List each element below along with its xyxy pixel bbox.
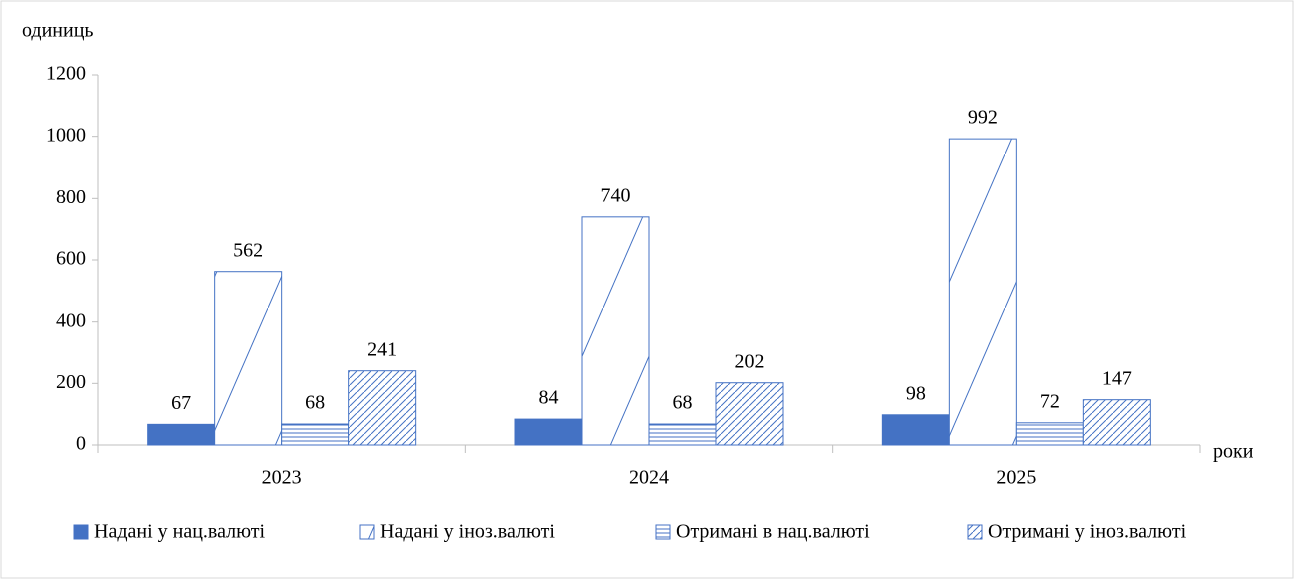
- data-label: 740: [601, 184, 631, 206]
- legend-label: Надані у нац.валюті: [94, 521, 266, 543]
- data-label: 992: [968, 107, 998, 129]
- data-label: 562: [233, 239, 263, 261]
- bar: [147, 423, 216, 446]
- y-tick-label: 800: [56, 186, 86, 208]
- legend-swatch: [655, 524, 671, 540]
- y-tick-label: 600: [56, 248, 86, 270]
- legend-label: Отримані в нац.валюті: [676, 521, 870, 543]
- y-tick-label: 1200: [46, 63, 86, 85]
- bar: [348, 370, 417, 446]
- x-axis-label: роки: [1213, 441, 1254, 463]
- x-tick-label: 2023: [262, 467, 302, 489]
- legend-swatch: [359, 524, 375, 540]
- y-tick-label: 200: [56, 371, 86, 393]
- bar: [281, 423, 350, 446]
- data-label: 98: [906, 382, 926, 404]
- bar: [514, 418, 583, 446]
- legend-swatch: [73, 524, 89, 540]
- bar: [1015, 422, 1084, 446]
- x-tick-label: 2024: [629, 467, 669, 489]
- bar: [581, 216, 650, 446]
- y-tick-label: 0: [76, 433, 86, 455]
- bar: [214, 271, 283, 446]
- legend-label: Надані у іноз.валюті: [380, 521, 555, 543]
- bar: [948, 138, 1017, 446]
- data-label: 68: [673, 392, 693, 414]
- data-label: 72: [1040, 390, 1060, 412]
- bar: [648, 423, 717, 446]
- legend-swatch: [967, 524, 983, 540]
- data-label: 241: [367, 338, 397, 360]
- y-tick-label: 1000: [46, 124, 86, 146]
- legend-label: Отримані у іноз.валюті: [988, 521, 1187, 543]
- bar: [881, 414, 950, 446]
- bar: [715, 382, 784, 446]
- y-axis-label: одиниць: [22, 20, 94, 42]
- data-label: 68: [305, 392, 325, 414]
- data-label: 202: [735, 350, 765, 372]
- y-tick-label: 400: [56, 309, 86, 331]
- data-label: 67: [171, 392, 191, 414]
- x-tick-label: 2025: [996, 467, 1036, 489]
- bar: [1082, 399, 1151, 446]
- data-label: 84: [539, 387, 559, 409]
- data-label: 147: [1102, 367, 1132, 389]
